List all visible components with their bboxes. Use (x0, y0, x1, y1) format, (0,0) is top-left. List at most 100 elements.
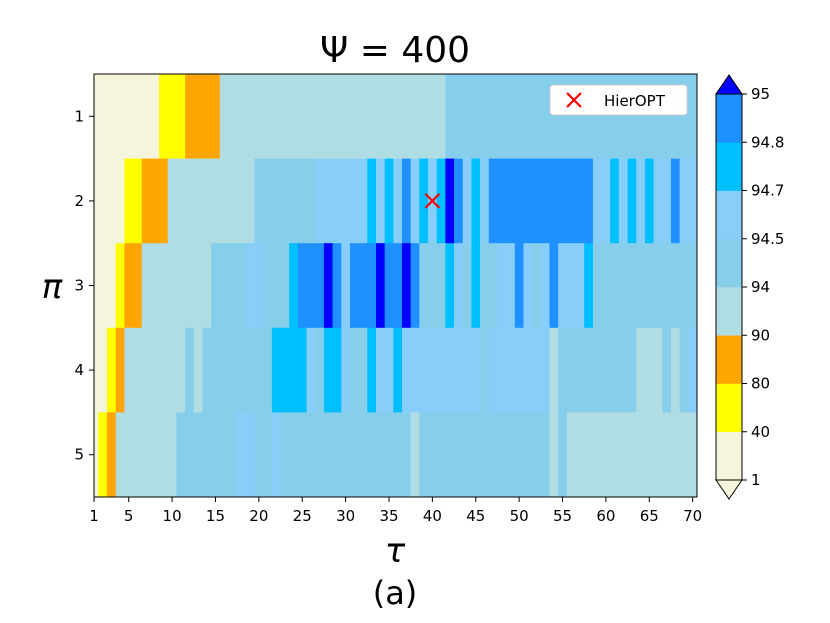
x-tick-label: 35 (379, 507, 398, 525)
heatmap-cell (289, 243, 299, 329)
heatmap-cell (375, 158, 385, 244)
heatmap-cell (514, 243, 524, 329)
y-axis-label: π (42, 267, 63, 307)
heatmap-cell (94, 158, 125, 244)
colorbar-segment (716, 190, 742, 240)
heatmap-cell (349, 327, 368, 413)
heatmap-cell (202, 327, 273, 413)
heatmap-cell (549, 412, 559, 498)
legend-label: HierOPT (604, 92, 666, 110)
colorbar-tick-label: 90 (751, 326, 770, 344)
heatmap-cell (662, 327, 672, 413)
x-tick-label: 40 (423, 507, 442, 525)
heatmap-cell (410, 243, 420, 329)
heatmap-cell (98, 412, 108, 498)
heatmap-cell (679, 158, 698, 244)
hieropt-marker (424, 193, 441, 209)
y-tick-label: 2 (74, 192, 84, 210)
heatmap-cell (471, 243, 481, 329)
y-tick-label: 1 (74, 107, 84, 125)
heatmap-cell (558, 327, 637, 413)
colorbar-tick-label: 80 (751, 375, 770, 393)
heatmap-cell (402, 327, 481, 413)
x-tick-label: 5 (124, 507, 134, 525)
x-tick-label: 25 (293, 507, 312, 525)
colorbar-segment (716, 94, 742, 143)
legend-x-icon (566, 92, 582, 108)
x-tick-label: 20 (249, 507, 268, 525)
heatmap-cell (107, 327, 116, 413)
heatmap-cell (124, 158, 143, 244)
colorbar-tick-label: 94.5 (751, 230, 784, 248)
heatmap-cell (315, 327, 325, 413)
heatmap-cell (167, 158, 255, 244)
heatmap-cell (488, 158, 594, 244)
heatmap-cell (185, 327, 195, 413)
heatmap-cell (141, 158, 169, 244)
x-tick-label: 15 (206, 507, 225, 525)
heatmap-cell (558, 243, 585, 329)
heatmap-cell (159, 74, 186, 159)
heatmap-cell (219, 74, 446, 159)
heatmap-cell (618, 158, 628, 244)
heatmap-cell (653, 158, 672, 244)
heatmap-cell (549, 327, 559, 413)
heatmap-cell (636, 327, 663, 413)
heatmap-cell (592, 158, 611, 244)
heatmap-cell (341, 327, 351, 413)
heatmap-cell (332, 243, 342, 329)
heatmap-cell (185, 74, 221, 159)
heatmap-cell (644, 158, 654, 244)
heatmap-cell (445, 158, 455, 244)
heatmap-cell (592, 243, 698, 329)
y-tick-label: 4 (74, 361, 84, 379)
y-tick-label: 3 (74, 277, 84, 295)
heatmap-cell (237, 412, 255, 498)
heatmap-cell (271, 412, 281, 498)
heatmap-cell (462, 243, 472, 329)
heatmap-cell (419, 412, 550, 498)
heatmap-cell (193, 327, 203, 413)
heatmap-cell (323, 327, 342, 413)
colorbar: 1 40 80 90 94 94.5 94.7 94.8 95 (715, 74, 784, 500)
colorbar-segment (716, 335, 742, 384)
heatmap-cell (558, 412, 568, 498)
heatmap-cell (94, 243, 116, 329)
heatmap-cell (584, 243, 594, 329)
heatmap-cell (402, 158, 411, 244)
heatmap-cell (349, 243, 377, 329)
colorbar-segment (716, 431, 742, 481)
heatmap-cell (462, 158, 472, 244)
heatmap-cell (94, 412, 99, 498)
colorbar-segment (716, 238, 742, 288)
heatmap-cell (176, 412, 238, 498)
colorbar-segment (716, 287, 742, 336)
heatmap-cell (549, 243, 559, 329)
colorbar-tick-label: 40 (751, 423, 770, 441)
heatmap-cell (566, 412, 698, 498)
heatmap-cells (94, 74, 698, 498)
colorbar-segment (716, 383, 742, 433)
y-tick-label: 5 (74, 446, 84, 464)
heatmap-cell (263, 243, 290, 329)
heatmap-cell (323, 243, 333, 329)
heatmap-cell (480, 158, 490, 244)
heatmap-cell (670, 327, 680, 413)
heatmap-cell (141, 243, 212, 329)
heatmap-cell (523, 243, 533, 329)
heatmap-cell (688, 327, 698, 413)
heatmap-cell (211, 243, 247, 329)
x-tick-label: 50 (510, 507, 529, 525)
heatmap-cell (410, 412, 420, 498)
heatmap-cell (315, 158, 368, 244)
heatmap-cell (94, 327, 108, 413)
chart-title: Ψ = 400 (320, 30, 470, 71)
x-tick-label: 65 (640, 507, 659, 525)
colorbar-segment (716, 142, 742, 191)
x-tick-label: 1 (89, 507, 99, 525)
heatmap-cell (115, 327, 125, 413)
heatmap-cell (636, 158, 646, 244)
x-tick-label: 55 (553, 507, 572, 525)
x-tick-label: 70 (683, 507, 702, 525)
